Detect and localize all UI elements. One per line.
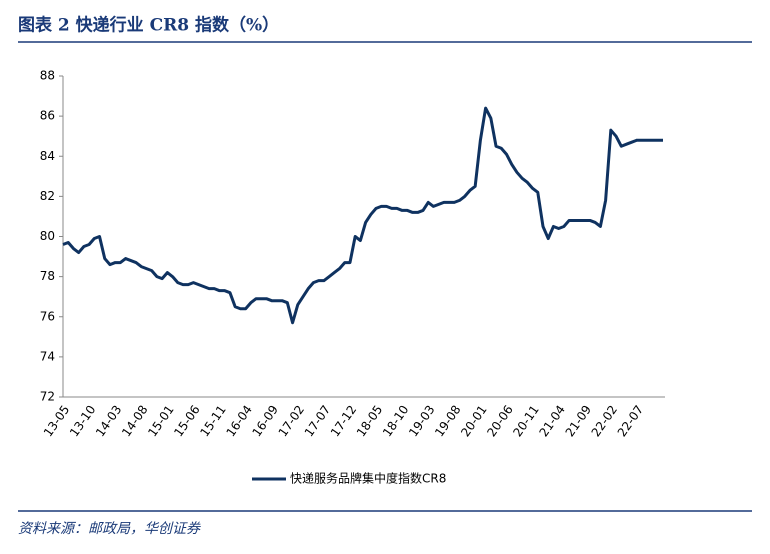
y-tick-label: 72 (40, 390, 55, 404)
x-tick-label: 14-03 (93, 403, 124, 440)
x-tick-label: 20-01 (458, 403, 489, 440)
x-tick-label: 13-05 (41, 403, 72, 440)
x-tick-label: 15-06 (171, 403, 202, 440)
y-tick-label: 80 (40, 229, 55, 243)
chart-title: 图表 2 快递行业 CR8 指数（%） (18, 15, 279, 36)
x-tick-label: 19-03 (406, 403, 437, 440)
x-tick-label: 17-07 (302, 403, 333, 440)
x-tick-label: 15-11 (197, 403, 228, 440)
y-tick-label: 74 (40, 349, 55, 363)
x-tick-label: 16-04 (223, 403, 254, 440)
y-tick-label: 76 (40, 309, 55, 323)
x-tick-label: 20-11 (510, 403, 541, 440)
y-tick-label: 88 (40, 69, 55, 83)
data-line (62, 106, 663, 325)
y-tick-label: 84 (40, 149, 55, 163)
x-tick-label: 20-06 (484, 403, 515, 440)
x-tick-label: 14-08 (119, 403, 150, 440)
legend-label: 快递服务品牌集中度指数CR8 (290, 471, 446, 486)
x-tick-label: 17-12 (328, 403, 359, 440)
y-tick-label: 82 (40, 189, 55, 203)
x-tick-label: 18-10 (380, 403, 411, 440)
y-tick-label: 78 (40, 269, 55, 283)
x-tick-label: 21-09 (563, 403, 594, 440)
x-tick-label: 22-02 (589, 403, 620, 440)
x-tick-label: 17-02 (276, 403, 307, 440)
x-tick-label: 21-04 (537, 403, 568, 440)
x-tick-label: 13-10 (67, 403, 98, 440)
source-note: 资料来源：邮政局，华创证券 (18, 521, 201, 537)
x-tick-label: 22-07 (615, 403, 646, 440)
x-tick-label: 15-01 (145, 403, 176, 440)
x-tick-label: 16-09 (250, 403, 281, 440)
y-tick-label: 86 (40, 109, 55, 123)
x-tick-label: 19-08 (432, 403, 463, 440)
x-tick-label: 18-05 (354, 403, 385, 440)
